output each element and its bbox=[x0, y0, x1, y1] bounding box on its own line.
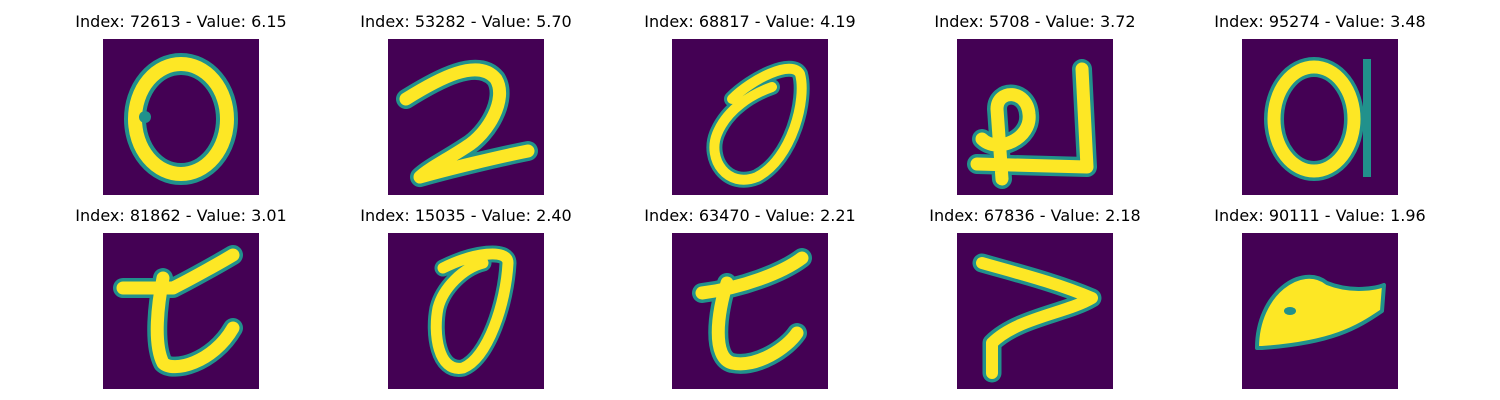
panel-title: Index: 67836 - Value: 2.18 bbox=[929, 206, 1141, 225]
panel-title: Index: 72613 - Value: 6.15 bbox=[75, 12, 287, 31]
panel-title: Index: 5708 - Value: 3.72 bbox=[934, 12, 1136, 31]
digit-image bbox=[388, 233, 544, 389]
digit-image bbox=[1242, 39, 1398, 195]
panel-title: Index: 90111 - Value: 1.96 bbox=[1214, 206, 1426, 225]
digit-image bbox=[103, 233, 259, 389]
digit-image bbox=[957, 39, 1113, 195]
digit-image bbox=[103, 39, 259, 195]
digit-image bbox=[957, 233, 1113, 389]
panel-title: Index: 15035 - Value: 2.40 bbox=[360, 206, 572, 225]
digit-image bbox=[388, 39, 544, 195]
digit-image bbox=[672, 233, 828, 389]
panel-title: Index: 53282 - Value: 5.70 bbox=[360, 12, 572, 31]
panel-title: Index: 68817 - Value: 4.19 bbox=[644, 12, 856, 31]
digit-image bbox=[1242, 233, 1398, 389]
panel-title: Index: 63470 - Value: 2.21 bbox=[644, 206, 856, 225]
digit-image bbox=[672, 39, 828, 195]
panel-title: Index: 81862 - Value: 3.01 bbox=[75, 206, 287, 225]
panel-title: Index: 95274 - Value: 3.48 bbox=[1214, 12, 1426, 31]
